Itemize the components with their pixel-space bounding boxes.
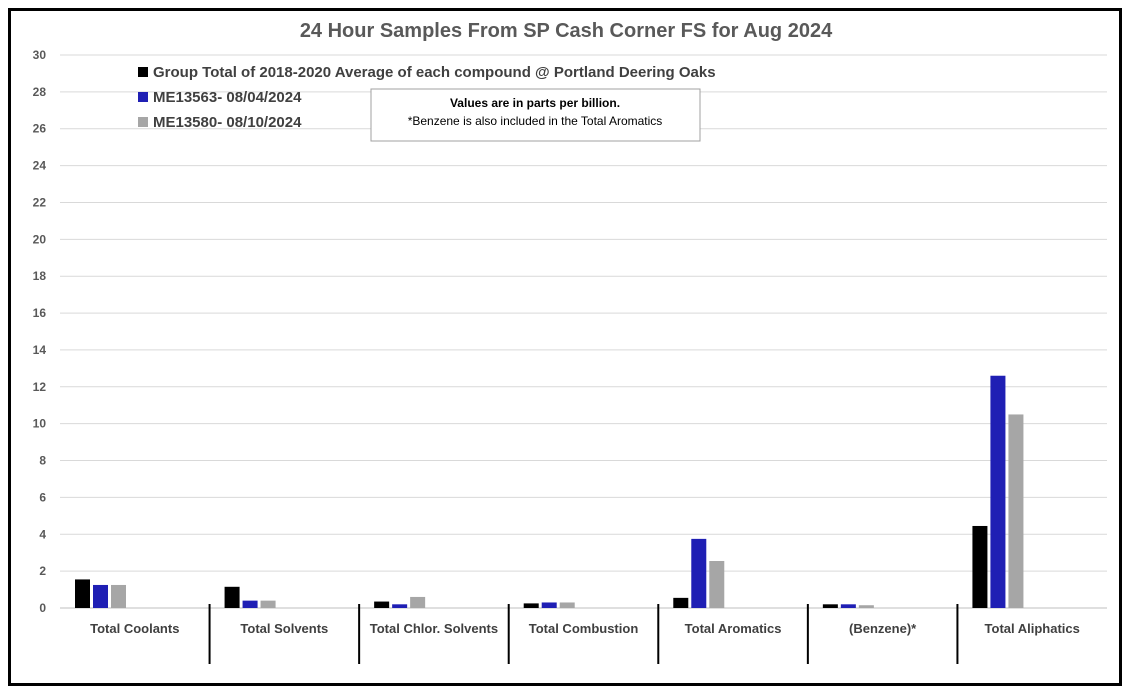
bars <box>75 375 1024 608</box>
bar <box>990 375 1006 608</box>
legend-label: ME13563- 08/04/2024 <box>153 89 302 106</box>
bar <box>972 525 988 608</box>
x-axis: Total Coolants Total Solvents Total Chlor.… <box>90 604 1080 664</box>
bar <box>523 603 539 608</box>
y-tick-label: 30 <box>33 48 47 62</box>
category-label: Total Combustion <box>529 621 639 636</box>
legend-swatch <box>138 117 148 127</box>
y-tick-label: 28 <box>33 85 47 99</box>
bar <box>541 602 557 608</box>
legend-swatch <box>138 92 148 102</box>
bar <box>224 586 240 608</box>
bar <box>410 596 426 608</box>
category-label: (Benzene)* <box>849 621 917 636</box>
bar <box>260 600 276 608</box>
bar <box>1008 414 1024 608</box>
y-tick-label: 18 <box>33 269 47 283</box>
note-line-2: *Benzene is also included in the Total A… <box>408 114 663 128</box>
y-tick-label: 6 <box>39 490 46 504</box>
y-tick-label: 0 <box>39 601 46 615</box>
bar <box>840 604 856 608</box>
bar <box>709 560 725 608</box>
chart-title: 24 Hour Samples From SP Cash Corner FS f… <box>300 20 833 42</box>
bar <box>75 579 90 608</box>
bar <box>559 602 575 608</box>
y-tick-label: 10 <box>33 417 47 431</box>
bar <box>374 601 390 608</box>
y-tick-label: 20 <box>33 232 47 246</box>
bar <box>858 605 874 608</box>
bar <box>242 600 258 608</box>
bar <box>822 604 838 608</box>
bar <box>673 597 689 608</box>
note-box: Values are in parts per billion. *Benzen… <box>370 88 701 142</box>
y-tick-label: 26 <box>33 122 47 136</box>
y-tick-label: 14 <box>33 343 47 357</box>
bar <box>691 538 707 608</box>
bar <box>111 584 126 608</box>
bar <box>392 604 408 608</box>
legend-label: ME13580- 08/10/2024 <box>153 114 302 131</box>
y-tick-label: 16 <box>33 306 47 320</box>
y-tick-label: 2 <box>39 564 46 578</box>
y-tick-label: 8 <box>39 454 46 468</box>
gridlines <box>60 54 1107 609</box>
legend-label: Group Total of 2018-2020 Average of each… <box>153 64 716 81</box>
legend-swatch <box>138 67 148 77</box>
category-label: Total Aliphatics <box>985 621 1080 636</box>
y-tick-label: 4 <box>39 527 46 541</box>
y-tick-label: 12 <box>33 380 47 394</box>
category-label: Total Coolants <box>90 621 179 636</box>
note-line-1: Values are in parts per billion. <box>450 96 620 110</box>
category-label: Total Solvents <box>240 621 328 636</box>
y-tick-label: 24 <box>33 159 47 173</box>
bar <box>93 584 108 608</box>
y-tick-label: 22 <box>33 195 47 209</box>
legend: Group Total of 2018-2020 Average of each… <box>138 64 716 131</box>
category-label: Total Chlor. Solvents <box>370 621 498 636</box>
category-label: Total Aromatics <box>685 621 782 636</box>
